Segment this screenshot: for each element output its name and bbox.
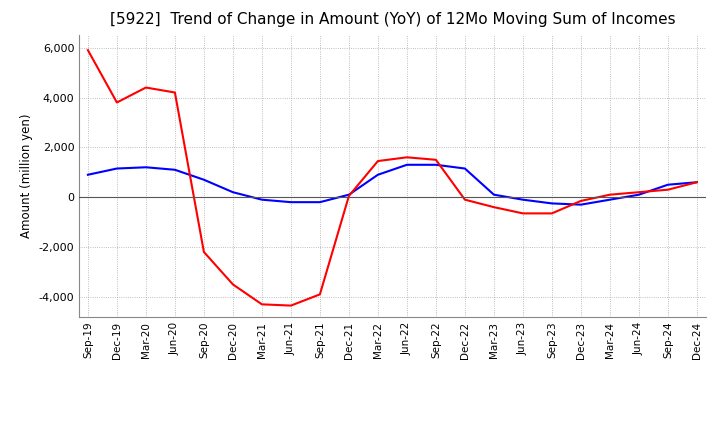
Ordinary Income xyxy=(228,190,237,195)
Ordinary Income xyxy=(606,197,614,202)
Ordinary Income xyxy=(287,199,295,205)
Ordinary Income xyxy=(374,172,382,177)
Net Income xyxy=(518,211,527,216)
Ordinary Income xyxy=(548,201,557,206)
Net Income xyxy=(287,303,295,308)
Net Income xyxy=(142,85,150,90)
Line: Net Income: Net Income xyxy=(88,50,697,306)
Net Income xyxy=(345,193,354,198)
Ordinary Income xyxy=(577,202,585,207)
Net Income xyxy=(461,197,469,202)
Ordinary Income xyxy=(142,165,150,170)
Ordinary Income xyxy=(345,192,354,197)
Ordinary Income xyxy=(634,192,643,197)
Ordinary Income xyxy=(258,197,266,202)
Net Income xyxy=(112,100,121,105)
Net Income xyxy=(315,292,324,297)
Net Income xyxy=(548,211,557,216)
Ordinary Income xyxy=(402,162,411,168)
Net Income xyxy=(431,157,440,162)
Net Income xyxy=(171,90,179,95)
Y-axis label: Amount (million yen): Amount (million yen) xyxy=(20,114,33,238)
Net Income xyxy=(228,282,237,287)
Title: [5922]  Trend of Change in Amount (YoY) of 12Mo Moving Sum of Incomes: [5922] Trend of Change in Amount (YoY) o… xyxy=(109,12,675,27)
Net Income xyxy=(634,190,643,195)
Ordinary Income xyxy=(461,166,469,171)
Ordinary Income xyxy=(199,177,208,182)
Net Income xyxy=(577,198,585,204)
Net Income xyxy=(84,48,92,53)
Line: Ordinary Income: Ordinary Income xyxy=(88,165,697,205)
Ordinary Income xyxy=(84,172,92,177)
Ordinary Income xyxy=(171,167,179,172)
Net Income xyxy=(199,249,208,255)
Net Income xyxy=(606,192,614,197)
Ordinary Income xyxy=(693,180,701,185)
Ordinary Income xyxy=(664,182,672,187)
Net Income xyxy=(664,187,672,192)
Net Income xyxy=(258,302,266,307)
Ordinary Income xyxy=(518,197,527,202)
Net Income xyxy=(374,158,382,164)
Net Income xyxy=(693,180,701,185)
Net Income xyxy=(402,155,411,160)
Ordinary Income xyxy=(490,192,498,197)
Ordinary Income xyxy=(431,162,440,168)
Ordinary Income xyxy=(112,166,121,171)
Net Income xyxy=(490,205,498,210)
Ordinary Income xyxy=(315,199,324,205)
